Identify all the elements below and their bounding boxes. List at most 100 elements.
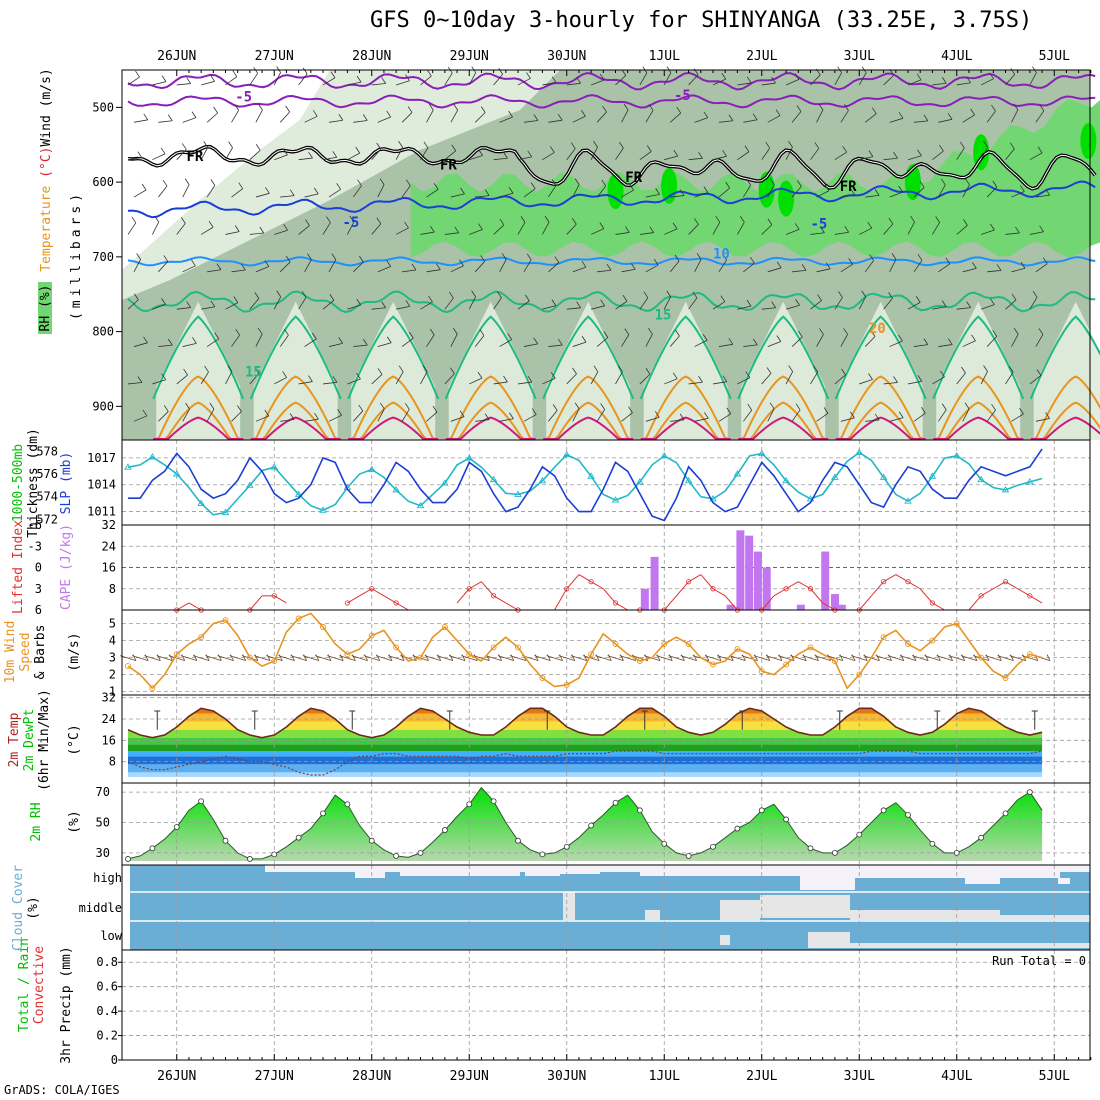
wind-barb-flag: [423, 141, 429, 149]
surface-wind-barb: [473, 655, 490, 661]
warm-contour: [445, 401, 536, 440]
slp-tick-label: 1011: [87, 505, 116, 519]
cloud-gap-high: [560, 872, 600, 874]
slp-tick-label: 1014: [87, 478, 116, 492]
rh-point: [783, 816, 790, 823]
warm-contour: [152, 315, 245, 400]
warm-contour: [543, 375, 634, 440]
wind-barb-flag: [971, 334, 976, 342]
rh-light-lobe: [156, 301, 241, 440]
wind-barb: [956, 225, 968, 235]
wind-barb-flag: [283, 223, 288, 231]
wind-barb: [273, 296, 282, 310]
wind-barb-flag: [602, 105, 607, 113]
wind-barb-flag: [311, 332, 317, 340]
rh-point: [807, 845, 814, 852]
rh-point: [125, 856, 131, 862]
wind-barb: [322, 300, 335, 310]
contour-label: 15: [245, 364, 262, 380]
wind-barb: [298, 381, 313, 385]
pressure-tick-label: 800: [92, 325, 114, 339]
rh-point: [1002, 810, 1009, 817]
wind-barb-flag: [916, 73, 922, 81]
wind-barb: [444, 297, 454, 310]
wind-barb: [980, 371, 988, 385]
wind-barb: [274, 229, 288, 235]
wind-barb: [474, 261, 485, 273]
li-segment: [724, 595, 738, 611]
wind-barb: [761, 147, 771, 160]
wind-barb-flag: [357, 179, 362, 186]
wind-barb-flag: [921, 406, 926, 414]
wind-barb: [986, 110, 996, 123]
data-point: [221, 508, 230, 515]
rh-units-label: (%): [67, 810, 82, 833]
wind-barb: [956, 82, 971, 86]
surface-wind-barb: [546, 655, 563, 661]
wind-barb: [1029, 152, 1043, 161]
wind-barb: [273, 72, 281, 86]
wind-barb: [767, 267, 782, 273]
data-point: [977, 475, 985, 483]
wind-barb: [1005, 74, 1016, 86]
rh-point: [198, 798, 205, 805]
wind-barb: [621, 412, 633, 422]
pressure-tick-label: 600: [92, 175, 114, 189]
wind-barb: [645, 333, 653, 347]
wind-barb-flag: [381, 77, 387, 84]
wind-barb-flag: [1042, 257, 1048, 264]
date-label-top: 26JUN: [157, 49, 196, 64]
wind-barb: [176, 83, 191, 86]
pressure-tick-label: 900: [92, 399, 114, 413]
wind-barb: [1005, 148, 1015, 160]
surface-wind-barb: [668, 655, 685, 661]
rh-point: [953, 849, 960, 856]
date-label-bottom: 3JUL: [844, 1069, 875, 1084]
wind-barb-flag: [386, 336, 392, 343]
surface-wind-barb: [875, 655, 892, 661]
rh-point: [929, 840, 936, 847]
contour-label: -5: [235, 89, 252, 105]
wind-barb-flag: [503, 375, 508, 383]
data-point: [393, 644, 400, 651]
wind-barb-flag: [722, 150, 727, 157]
cape-bar: [650, 556, 659, 610]
wind-barb-flag: [1019, 407, 1024, 415]
wind-barb-flag: [813, 365, 819, 373]
cloud-gap-middle: [850, 910, 1000, 920]
precip-tick-label: 0.6: [96, 980, 118, 994]
wind-barb: [883, 157, 898, 161]
precip-tick-label: 0: [111, 1053, 118, 1067]
surface-wind-barb: [997, 655, 1014, 661]
precip-legend-label: Total / RainConvective: [17, 938, 47, 1032]
surface-wind-barb: [534, 655, 551, 661]
wind-barb: [718, 343, 733, 347]
wind-barb-flag: [336, 183, 341, 190]
wind-barb: [377, 266, 391, 273]
wind-barb: [743, 344, 758, 347]
date-label-bottom: 30JUN: [547, 1069, 586, 1084]
wind-barb: [468, 72, 477, 86]
precip-tick-label: 0.4: [96, 1004, 118, 1018]
li-segment: [273, 595, 287, 604]
date-label-bottom: 2JUL: [746, 1069, 777, 1084]
rh-point: [441, 827, 448, 833]
wind-barb-flag: [990, 223, 995, 231]
wind-barb: [328, 342, 343, 347]
wind-barb-flag: [898, 185, 904, 193]
wind-barb: [1035, 418, 1050, 422]
wind-barb-flag: [1037, 146, 1043, 154]
li-tick-label: 0: [35, 561, 42, 575]
rh-point: [612, 799, 619, 806]
cape-bar: [745, 535, 754, 610]
wind-barb-flag: [183, 368, 188, 376]
rh-point: [344, 801, 351, 808]
cape-bar: [837, 604, 846, 610]
wind-barb: [322, 156, 337, 161]
wind-barb-flag: [746, 178, 751, 186]
li-segment: [395, 602, 409, 611]
wind-axis-label: 10m WindSpeed& Barbs: [3, 621, 48, 684]
wind-barb: [816, 334, 824, 347]
side-label-part: Wind (m/s): [39, 68, 54, 146]
wind-barb: [371, 148, 382, 160]
